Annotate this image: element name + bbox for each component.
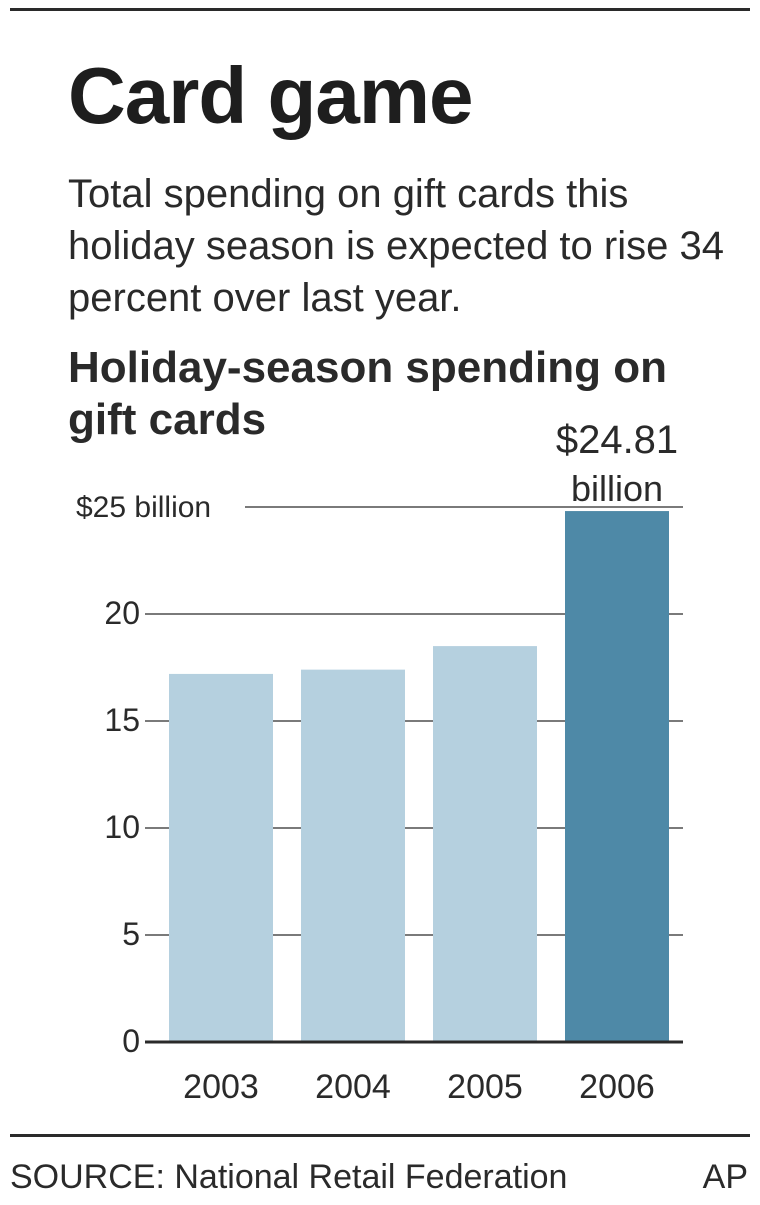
source-line: SOURCE: National Retail Federation bbox=[10, 1158, 568, 1196]
bar-2004 bbox=[301, 669, 405, 1042]
y-tick-label: 15 bbox=[104, 702, 140, 738]
top-rule bbox=[10, 8, 750, 11]
bottom-rule bbox=[10, 1134, 750, 1137]
y-tick-label: 5 bbox=[122, 916, 140, 952]
x-tick-label: 2005 bbox=[447, 1068, 523, 1106]
bar-2003 bbox=[169, 673, 273, 1042]
x-tick-label: 2006 bbox=[579, 1068, 655, 1106]
bar-2006 bbox=[565, 511, 669, 1042]
y-tick-label: 0 bbox=[122, 1023, 140, 1059]
bar-2005 bbox=[433, 646, 537, 1042]
bar-chart: 0 5 10 15 20 $25 billion 2003 2004 2005 2006 $24.8… bbox=[76, 418, 683, 1106]
y-tick-label: 10 bbox=[104, 809, 140, 845]
x-tick-label: 2003 bbox=[183, 1068, 259, 1106]
y-tick-label: 20 bbox=[104, 595, 140, 631]
headline: Card game bbox=[68, 51, 473, 140]
chart-title: Holiday-season spending on gift cards bbox=[68, 343, 667, 444]
deck-text: Total spending on gift cards this holida… bbox=[68, 172, 724, 320]
credit-line: AP bbox=[702, 1158, 748, 1196]
data-label: $24.81 bbox=[556, 418, 678, 462]
x-tick-label: 2004 bbox=[315, 1068, 391, 1106]
data-label: billion bbox=[571, 468, 663, 509]
y-tick-label: $25 billion bbox=[76, 491, 211, 524]
